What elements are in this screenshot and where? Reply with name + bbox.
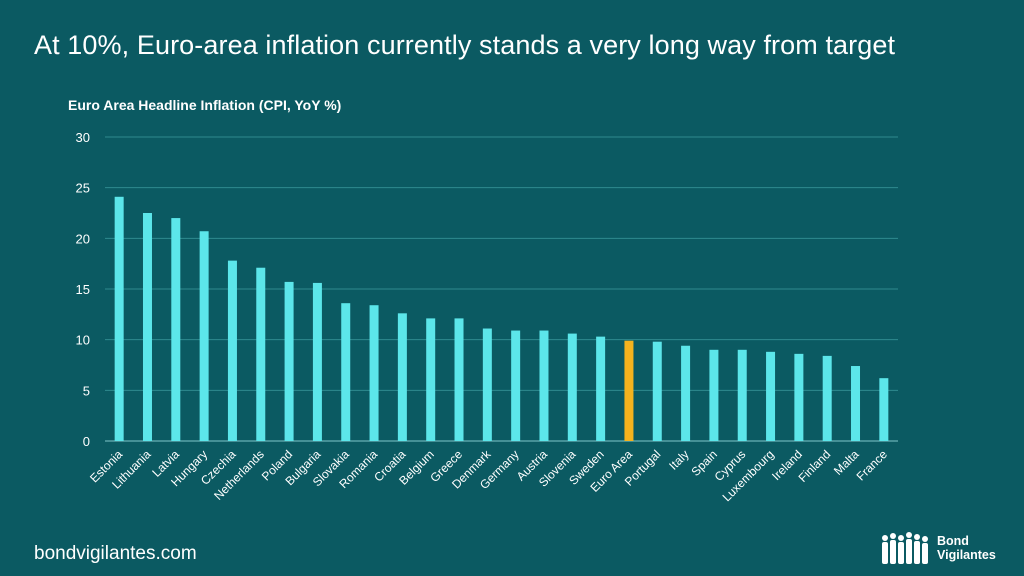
bar [794,353,804,441]
bar [709,349,719,441]
bar [737,349,747,441]
bar [114,196,124,441]
y-tick-label: 5 [83,383,90,398]
logo-line-1: Bond [937,534,969,548]
highlight-bar [624,340,634,441]
bar [256,267,266,441]
bar [312,282,322,441]
bar [454,318,464,441]
bar [879,378,889,441]
bar [199,231,209,441]
bar [596,336,606,441]
x-tick-label: France [854,447,891,484]
y-tick-label: 30 [76,130,90,145]
bar [851,366,861,441]
y-tick-label: 25 [76,181,90,196]
bond-vigilantes-logo: Bond Vigilantes [880,530,996,568]
people-silhouette-icon [882,532,928,564]
bar [482,328,492,441]
bar [567,333,577,441]
bar [822,355,832,441]
x-tick-label: Finland [796,447,834,485]
bar [652,341,662,441]
bar [227,260,237,441]
bar [766,351,776,441]
footer-url: bondvigilantes.com [34,543,197,564]
bar [284,281,294,441]
bar [539,330,549,441]
bar [171,218,181,441]
y-tick-label: 20 [76,231,90,246]
bar [681,345,691,441]
y-tick-label: 10 [76,333,90,348]
bar [397,313,407,441]
bar [426,318,436,441]
chart-title: Euro Area Headline Inflation (CPI, YoY %… [68,97,342,113]
y-tick-label: 15 [76,282,90,297]
y-tick-label: 0 [83,434,90,449]
bar [341,303,351,441]
bar [369,305,379,441]
bar [142,213,152,441]
logo-text: Bond Vigilantes [937,534,996,562]
logo-line-2: Vigilantes [937,548,996,562]
bar [511,330,521,441]
slide-title: At 10%, Euro-area inflation currently st… [34,30,896,60]
